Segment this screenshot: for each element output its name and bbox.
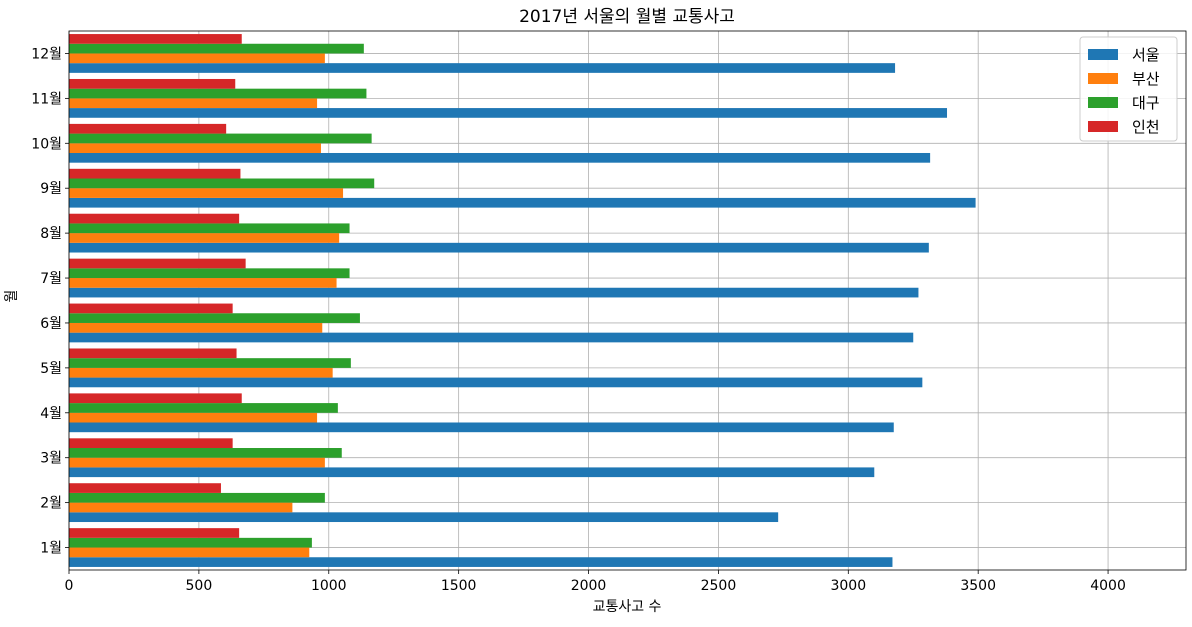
legend-label-서울: 서울 — [1132, 46, 1160, 64]
bar-부산-3월 — [69, 458, 325, 468]
chart-title: 2017년 서울의 월별 교통사고 — [519, 7, 735, 27]
bar-서울-1월 — [69, 557, 892, 567]
y-tick-label: 8월 — [40, 226, 62, 242]
legend-swatch-대구 — [1088, 97, 1118, 108]
legend-swatch-서울 — [1088, 49, 1118, 60]
bar-부산-11월 — [69, 98, 317, 108]
bar-인천-8월 — [69, 214, 239, 224]
y-tick-label: 4월 — [40, 406, 62, 422]
bar-서울-8월 — [69, 243, 929, 253]
y-tick-label: 6월 — [40, 316, 62, 332]
y-tick-label: 3월 — [40, 451, 62, 467]
bar-인천-1월 — [69, 528, 239, 538]
bar-부산-6월 — [69, 323, 322, 333]
y-tick-label: 5월 — [40, 361, 62, 377]
x-tick-label: 3500 — [960, 578, 996, 594]
bar-부산-12월 — [69, 53, 325, 63]
bar-인천-2월 — [69, 483, 221, 493]
y-tick-label: 2월 — [40, 496, 62, 512]
bars — [69, 34, 976, 567]
bar-서울-11월 — [69, 108, 947, 118]
x-axis-label: 교통사고 수 — [593, 599, 662, 615]
bar-대구-6월 — [69, 313, 360, 323]
y-tick-label: 10월 — [31, 136, 62, 152]
bar-대구-8월 — [69, 223, 350, 233]
bar-대구-7월 — [69, 268, 350, 278]
x-tick-label: 500 — [186, 578, 213, 594]
bar-서울-12월 — [69, 63, 895, 73]
bar-인천-7월 — [69, 259, 246, 269]
bar-대구-3월 — [69, 448, 342, 458]
bar-대구-9월 — [69, 179, 374, 189]
bar-서울-10월 — [69, 153, 930, 163]
bar-인천-3월 — [69, 438, 233, 448]
x-tick-label: 0 — [65, 578, 74, 594]
x-tick-label: 2000 — [571, 578, 607, 594]
bar-대구-2월 — [69, 493, 325, 503]
bar-부산-7월 — [69, 278, 337, 288]
bar-부산-5월 — [69, 368, 333, 378]
legend-label-대구: 대구 — [1132, 94, 1160, 112]
legend-label-부산: 부산 — [1132, 70, 1160, 88]
bar-인천-5월 — [69, 348, 237, 358]
bar-부산-2월 — [69, 503, 292, 513]
bar-서울-6월 — [69, 333, 913, 343]
y-tick-label: 9월 — [40, 181, 62, 197]
bar-인천-11월 — [69, 79, 235, 89]
y-tick-label: 11월 — [31, 91, 62, 107]
legend-label-인천: 인천 — [1132, 118, 1160, 136]
bar-인천-12월 — [69, 34, 242, 44]
bar-대구-10월 — [69, 134, 372, 144]
bar-서울-3월 — [69, 467, 874, 477]
y-tick-label: 1월 — [40, 541, 62, 557]
bar-부산-8월 — [69, 233, 339, 243]
bar-인천-4월 — [69, 393, 242, 403]
bar-대구-1월 — [69, 538, 312, 548]
bar-인천-10월 — [69, 124, 226, 134]
bar-서울-7월 — [69, 288, 918, 298]
bar-대구-11월 — [69, 89, 366, 99]
x-tick-label: 2500 — [701, 578, 737, 594]
bar-대구-12월 — [69, 44, 364, 54]
bar-서울-4월 — [69, 422, 894, 432]
bar-서울-2월 — [69, 512, 778, 522]
bar-부산-10월 — [69, 143, 321, 153]
bar-부산-1월 — [69, 548, 309, 558]
x-tick-label: 3000 — [830, 578, 866, 594]
legend-swatch-인천 — [1088, 121, 1118, 132]
x-tick-label: 4000 — [1090, 578, 1126, 594]
bar-서울-5월 — [69, 378, 922, 388]
y-tick-label: 12월 — [31, 46, 62, 62]
bar-서울-9월 — [69, 198, 976, 208]
x-tick-label: 1500 — [441, 578, 477, 594]
bar-인천-6월 — [69, 304, 233, 314]
x-tick-label: 1000 — [311, 578, 347, 594]
bar-부산-9월 — [69, 188, 343, 198]
y-axis-label: 월 — [4, 290, 20, 303]
bar-부산-4월 — [69, 413, 317, 423]
bar-대구-5월 — [69, 358, 351, 368]
legend-swatch-부산 — [1088, 73, 1118, 84]
y-tick-label: 7월 — [40, 271, 62, 287]
bar-대구-4월 — [69, 403, 338, 413]
bar-인천-9월 — [69, 169, 240, 179]
